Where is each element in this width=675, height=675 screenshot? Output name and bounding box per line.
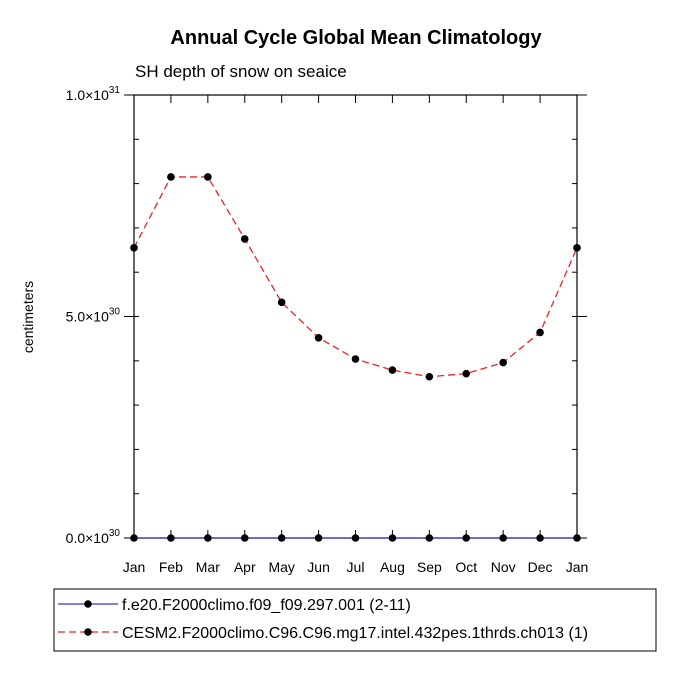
chart-subtitle: SH depth of snow on seaice bbox=[135, 62, 347, 81]
series-0-point-11 bbox=[536, 534, 544, 542]
series-1-point-4 bbox=[277, 298, 286, 307]
series-1-point-10 bbox=[499, 358, 507, 367]
series-1-point-9 bbox=[462, 369, 471, 378]
y-tick-label-2: 1.0×1031 bbox=[66, 85, 121, 103]
series-0-point-1 bbox=[167, 534, 175, 542]
series-0-point-7 bbox=[388, 534, 397, 542]
series-0-point-5 bbox=[314, 534, 323, 542]
series-0-point-2 bbox=[204, 534, 212, 542]
x-tick-label-9: Oct bbox=[455, 559, 477, 575]
series-0-point-0 bbox=[130, 534, 138, 542]
legend-marker-0 bbox=[84, 600, 92, 608]
x-tick-label-10: Nov bbox=[491, 559, 516, 575]
x-tick-label-11: Dec bbox=[528, 559, 553, 575]
series-1-point-5 bbox=[314, 333, 323, 342]
series-1-point-7 bbox=[388, 366, 397, 374]
series-line-1 bbox=[133, 176, 578, 378]
series-1-point-3 bbox=[240, 235, 249, 243]
series-0-point-4 bbox=[277, 534, 286, 542]
series-1-point-2 bbox=[204, 173, 212, 181]
x-tick-label-2: Mar bbox=[196, 559, 220, 575]
x-tick-label-1: Feb bbox=[159, 559, 183, 575]
series-0-point-6 bbox=[351, 534, 360, 542]
series-0-point-8 bbox=[425, 534, 434, 542]
plot-frame bbox=[133, 94, 578, 539]
series-0-point-9 bbox=[462, 534, 471, 542]
series-1-point-12 bbox=[573, 244, 581, 252]
legend-label-1: CESM2.F2000climo.C96.C96.mg17.intel.432p… bbox=[122, 625, 588, 642]
plot-area: Jan Feb Mar Apr May Jun Jul Aug Sep Oct Nov Dec Jan0… bbox=[66, 85, 589, 575]
x-tick-label-6: Jul bbox=[347, 559, 365, 575]
y-axis-label: centimeters bbox=[20, 281, 36, 353]
legend-label-0: f.e20.F2000climo.f09_f09.297.001 (2-11) bbox=[122, 597, 411, 614]
series-0-point-10 bbox=[499, 534, 507, 542]
legend-box bbox=[53, 588, 657, 652]
y-tick-label-0: 0.0×1030 bbox=[66, 528, 121, 546]
series-1-point-11 bbox=[536, 328, 544, 337]
series-1-point-6 bbox=[351, 355, 360, 363]
x-tick-label-8: Sep bbox=[417, 559, 442, 575]
x-tick-label-3: Apr bbox=[234, 559, 256, 575]
legend-marker-1 bbox=[84, 628, 92, 636]
series-1-point-1 bbox=[167, 173, 175, 181]
x-tick-label-0: Jan bbox=[123, 559, 146, 575]
series-1-point-0 bbox=[130, 244, 138, 252]
x-tick-label-5: Jun bbox=[307, 559, 330, 575]
series-0-point-12 bbox=[573, 534, 581, 542]
legend: f.e20.F2000climo.f09_f09.297.001 (2-11) C… bbox=[53, 588, 657, 652]
chart-title: Annual Cycle Global Mean Climatology bbox=[170, 27, 542, 49]
y-tick-label-1: 5.0×1030 bbox=[66, 307, 121, 325]
x-tick-label-7: Aug bbox=[380, 559, 405, 575]
x-tick-label-12: Jan bbox=[566, 559, 589, 575]
series-1-point-8 bbox=[425, 372, 434, 381]
x-tick-label-4: May bbox=[268, 559, 294, 575]
series-0-point-3 bbox=[240, 534, 249, 542]
